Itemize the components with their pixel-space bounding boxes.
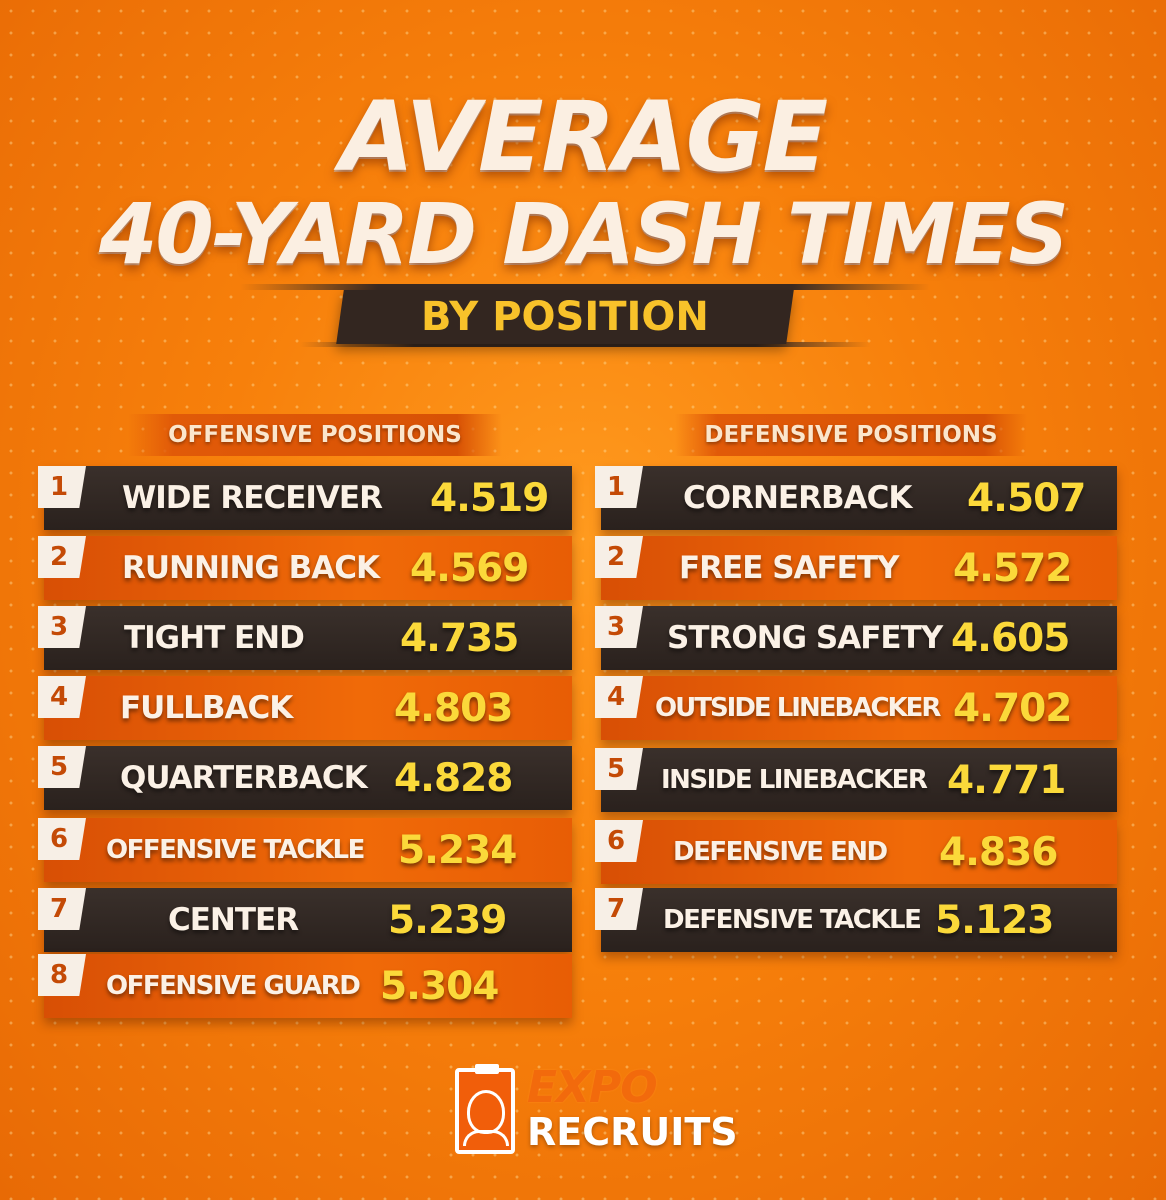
dash-time: 4.735: [400, 615, 519, 661]
rank-badge: 5: [38, 746, 86, 788]
dash-time: 4.836: [939, 829, 1058, 875]
logo-wordmark-top: EXPO: [527, 1062, 658, 1113]
defense-row: 3 STRONG SAFETY 4.605: [595, 606, 1117, 670]
offense-row: 5 QUARTERBACK 4.828: [38, 746, 572, 810]
rank-badge: 2: [595, 536, 643, 578]
rank-badge: 1: [595, 466, 643, 508]
offense-header-label: OFFENSIVE POSITIONS: [168, 422, 462, 448]
position-name: CENTER: [168, 902, 299, 938]
rank-badge: 2: [38, 536, 86, 578]
offense-row: 1 WIDE RECEIVER 4.519: [38, 466, 572, 530]
rank-badge: 4: [595, 676, 643, 718]
dash-time: 4.828: [394, 755, 513, 801]
banner-stripe: [300, 342, 870, 347]
rank-badge: 5: [595, 748, 643, 790]
offense-row: 7 CENTER 5.239: [38, 888, 572, 952]
position-name: TIGHT END: [124, 620, 305, 656]
offense-row: 4 FULLBACK 4.803: [38, 676, 572, 740]
offense-header: OFFENSIVE POSITIONS: [128, 414, 502, 456]
rank-badge: 7: [595, 888, 643, 930]
defense-row: 6 DEFENSIVE END 4.836: [595, 820, 1117, 884]
subtitle-box: BY POSITION: [336, 290, 794, 344]
title-line-2: 40-YARD DASH TIMES: [98, 185, 1069, 283]
defense-row: 4 OUTSIDE LINEBACKER 4.702: [595, 676, 1117, 740]
position-name: CORNERBACK: [683, 480, 912, 516]
position-name: FULLBACK: [120, 690, 293, 726]
position-name: FREE SAFETY: [679, 550, 899, 586]
position-name: DEFENSIVE TACKLE: [663, 905, 922, 935]
dash-time: 5.234: [398, 827, 517, 873]
offense-row: 3 TIGHT END 4.735: [38, 606, 572, 670]
title-line-1: AVERAGE: [339, 81, 828, 193]
logo-wordmark-bottom: RECRUITS: [527, 1110, 738, 1154]
rank-badge: 8: [38, 954, 86, 996]
defense-header: DEFENSIVE POSITIONS: [675, 414, 1027, 456]
defense-row: 5 INSIDE LINEBACKER 4.771: [595, 748, 1117, 812]
position-name: QUARTERBACK: [120, 760, 368, 796]
dash-time: 5.239: [388, 897, 507, 943]
banner-stripe: [240, 284, 930, 290]
rank-badge: 3: [38, 606, 86, 648]
position-name: RUNNING BACK: [122, 550, 380, 586]
subtitle-text: BY POSITION: [421, 294, 709, 340]
rank-badge: 6: [595, 820, 643, 862]
offense-row: 6 OFFENSIVE TACKLE 5.234: [38, 818, 572, 882]
defense-header-label: DEFENSIVE POSITIONS: [704, 422, 998, 448]
offense-row: 2 RUNNING BACK 4.569: [38, 536, 572, 600]
rank-badge: 1: [38, 466, 86, 508]
expo-recruits-logo: EXPO RECRUITS: [455, 1062, 755, 1158]
position-name: OFFENSIVE TACKLE: [106, 835, 365, 865]
offense-row: 8 OFFENSIVE GUARD 5.304: [38, 954, 572, 1018]
dash-time: 4.605: [951, 615, 1070, 661]
dash-time: 4.507: [967, 475, 1086, 521]
dash-time: 4.771: [947, 757, 1066, 803]
dash-time: 5.304: [380, 963, 499, 1009]
dash-time: 5.123: [935, 897, 1054, 943]
position-name: INSIDE LINEBACKER: [661, 765, 928, 795]
position-name: STRONG SAFETY: [667, 620, 943, 656]
dash-time: 4.519: [430, 475, 549, 521]
subtitle-banner: BY POSITION: [240, 280, 930, 350]
position-name: OUTSIDE LINEBACKER: [655, 693, 941, 723]
defense-row: 7 DEFENSIVE TACKLE 5.123: [595, 888, 1117, 952]
position-name: DEFENSIVE END: [673, 837, 888, 867]
dash-time: 4.803: [394, 685, 513, 731]
dash-time: 4.569: [410, 545, 529, 591]
rank-badge: 7: [38, 888, 86, 930]
defense-row: 1 CORNERBACK 4.507: [595, 466, 1117, 530]
defense-row: 2 FREE SAFETY 4.572: [595, 536, 1117, 600]
position-name: OFFENSIVE GUARD: [106, 971, 361, 1001]
clipboard-person-icon: [455, 1064, 515, 1154]
dash-time: 4.572: [953, 545, 1072, 591]
rank-badge: 4: [38, 676, 86, 718]
rank-badge: 3: [595, 606, 643, 648]
position-name: WIDE RECEIVER: [122, 480, 383, 516]
dash-time: 4.702: [953, 685, 1072, 731]
rank-badge: 6: [38, 818, 86, 860]
